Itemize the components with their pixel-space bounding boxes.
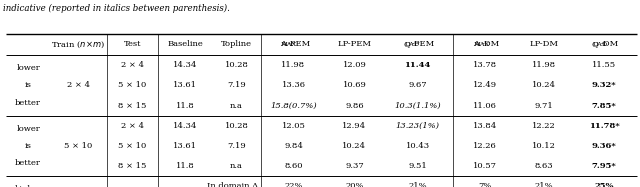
Text: 12.26: 12.26 <box>473 142 497 150</box>
Text: UAD: UAD <box>405 42 420 47</box>
Text: 12.22: 12.22 <box>532 122 556 130</box>
Text: 13.36: 13.36 <box>282 82 305 89</box>
Text: n.a: n.a <box>230 102 243 110</box>
Text: 8 × 15: 8 × 15 <box>118 102 147 110</box>
Text: 9.36*: 9.36* <box>591 142 616 150</box>
Text: 11.44: 11.44 <box>404 61 431 69</box>
Text: 9.67: 9.67 <box>408 82 427 89</box>
Text: 13.84: 13.84 <box>473 122 497 130</box>
Text: 11.8: 11.8 <box>176 162 195 170</box>
Text: 7.85*: 7.85* <box>591 102 616 110</box>
Text: -PEM: -PEM <box>412 40 435 48</box>
Text: better: better <box>15 159 41 167</box>
Text: 11.98: 11.98 <box>532 61 556 69</box>
Text: 21%: 21% <box>408 183 427 187</box>
Text: 22%: 22% <box>284 183 303 187</box>
Text: 5 × 10: 5 × 10 <box>64 142 93 150</box>
Text: Train ($n\!\times\!m$): Train ($n\!\times\!m$) <box>51 39 106 50</box>
Text: 9.84: 9.84 <box>284 142 303 150</box>
Text: 11.55: 11.55 <box>592 61 616 69</box>
Text: In domain Δ: In domain Δ <box>207 183 258 187</box>
Text: 13.78: 13.78 <box>473 61 497 69</box>
Text: 25%: 25% <box>594 183 614 187</box>
Text: MAX: MAX <box>474 42 490 47</box>
Text: is: is <box>25 82 31 89</box>
Text: 8 × 15: 8 × 15 <box>118 162 147 170</box>
Text: 12.49: 12.49 <box>473 82 497 89</box>
Text: 7.19: 7.19 <box>227 82 246 89</box>
Text: indicative (reported in italics between parenthesis).: indicative (reported in italics between … <box>3 4 230 13</box>
Text: 14.34: 14.34 <box>173 61 197 69</box>
Text: 10.43: 10.43 <box>406 142 430 150</box>
Text: Topline: Topline <box>221 40 252 48</box>
Text: n.a: n.a <box>230 162 243 170</box>
Text: 10.28: 10.28 <box>225 61 248 69</box>
Text: 11.98: 11.98 <box>282 61 305 69</box>
Text: lower: lower <box>16 125 40 133</box>
Text: Baseline: Baseline <box>167 40 203 48</box>
Text: 13.23(1%): 13.23(1%) <box>396 122 440 130</box>
Text: Test: Test <box>124 40 141 48</box>
Text: 10.12: 10.12 <box>532 142 556 150</box>
Text: 11.78*: 11.78* <box>589 122 620 130</box>
Text: 11.8: 11.8 <box>176 102 195 110</box>
Text: 9.32*: 9.32* <box>591 82 616 89</box>
Text: 10.24: 10.24 <box>342 142 367 150</box>
Text: 10.57: 10.57 <box>473 162 497 170</box>
Text: -PEM: -PEM <box>287 40 310 48</box>
Text: 7.95*: 7.95* <box>591 162 616 170</box>
Text: lower: lower <box>16 64 40 72</box>
Text: LP-DM: LP-DM <box>530 40 559 48</box>
Text: 14.34: 14.34 <box>173 122 197 130</box>
Text: 10.24: 10.24 <box>532 82 556 89</box>
Text: Q: Q <box>404 40 411 48</box>
Text: 8.63: 8.63 <box>535 162 554 170</box>
Text: 5 × 10: 5 × 10 <box>118 142 147 150</box>
Text: -DM: -DM <box>600 40 619 48</box>
Text: 15.8(0.7%): 15.8(0.7%) <box>270 102 317 110</box>
Text: 5 × 10: 5 × 10 <box>118 82 147 89</box>
Text: 12.05: 12.05 <box>282 122 305 130</box>
Text: 2 × 4: 2 × 4 <box>67 82 90 89</box>
Text: 2 × 4: 2 × 4 <box>121 61 144 69</box>
Text: UAD: UAD <box>593 42 608 47</box>
Text: 11.06: 11.06 <box>473 102 497 110</box>
Text: 9.51: 9.51 <box>408 162 427 170</box>
Text: 12.94: 12.94 <box>342 122 367 130</box>
Text: 10.28: 10.28 <box>225 122 248 130</box>
Text: 7%: 7% <box>478 183 492 187</box>
Text: Q: Q <box>592 40 598 48</box>
Text: 9.86: 9.86 <box>345 102 364 110</box>
Text: better: better <box>15 99 41 107</box>
Text: higher: higher <box>14 186 42 187</box>
Text: 20%: 20% <box>345 183 364 187</box>
Text: -DM: -DM <box>481 40 500 48</box>
Text: 21%: 21% <box>535 183 554 187</box>
Text: A: A <box>280 40 286 48</box>
Text: 10.3(1.1%): 10.3(1.1%) <box>394 102 441 110</box>
Text: 13.61: 13.61 <box>173 142 197 150</box>
Text: 9.71: 9.71 <box>535 102 554 110</box>
Text: A: A <box>473 40 479 48</box>
Text: 2 × 4: 2 × 4 <box>121 122 144 130</box>
Text: 10.69: 10.69 <box>342 82 366 89</box>
Text: is: is <box>25 142 31 150</box>
Text: LP-PEM: LP-PEM <box>337 40 371 48</box>
Text: 8.60: 8.60 <box>284 162 303 170</box>
Text: MAX: MAX <box>280 42 296 47</box>
Text: 12.09: 12.09 <box>342 61 366 69</box>
Text: 13.61: 13.61 <box>173 82 197 89</box>
Text: 7.19: 7.19 <box>227 142 246 150</box>
Text: 9.37: 9.37 <box>345 162 364 170</box>
